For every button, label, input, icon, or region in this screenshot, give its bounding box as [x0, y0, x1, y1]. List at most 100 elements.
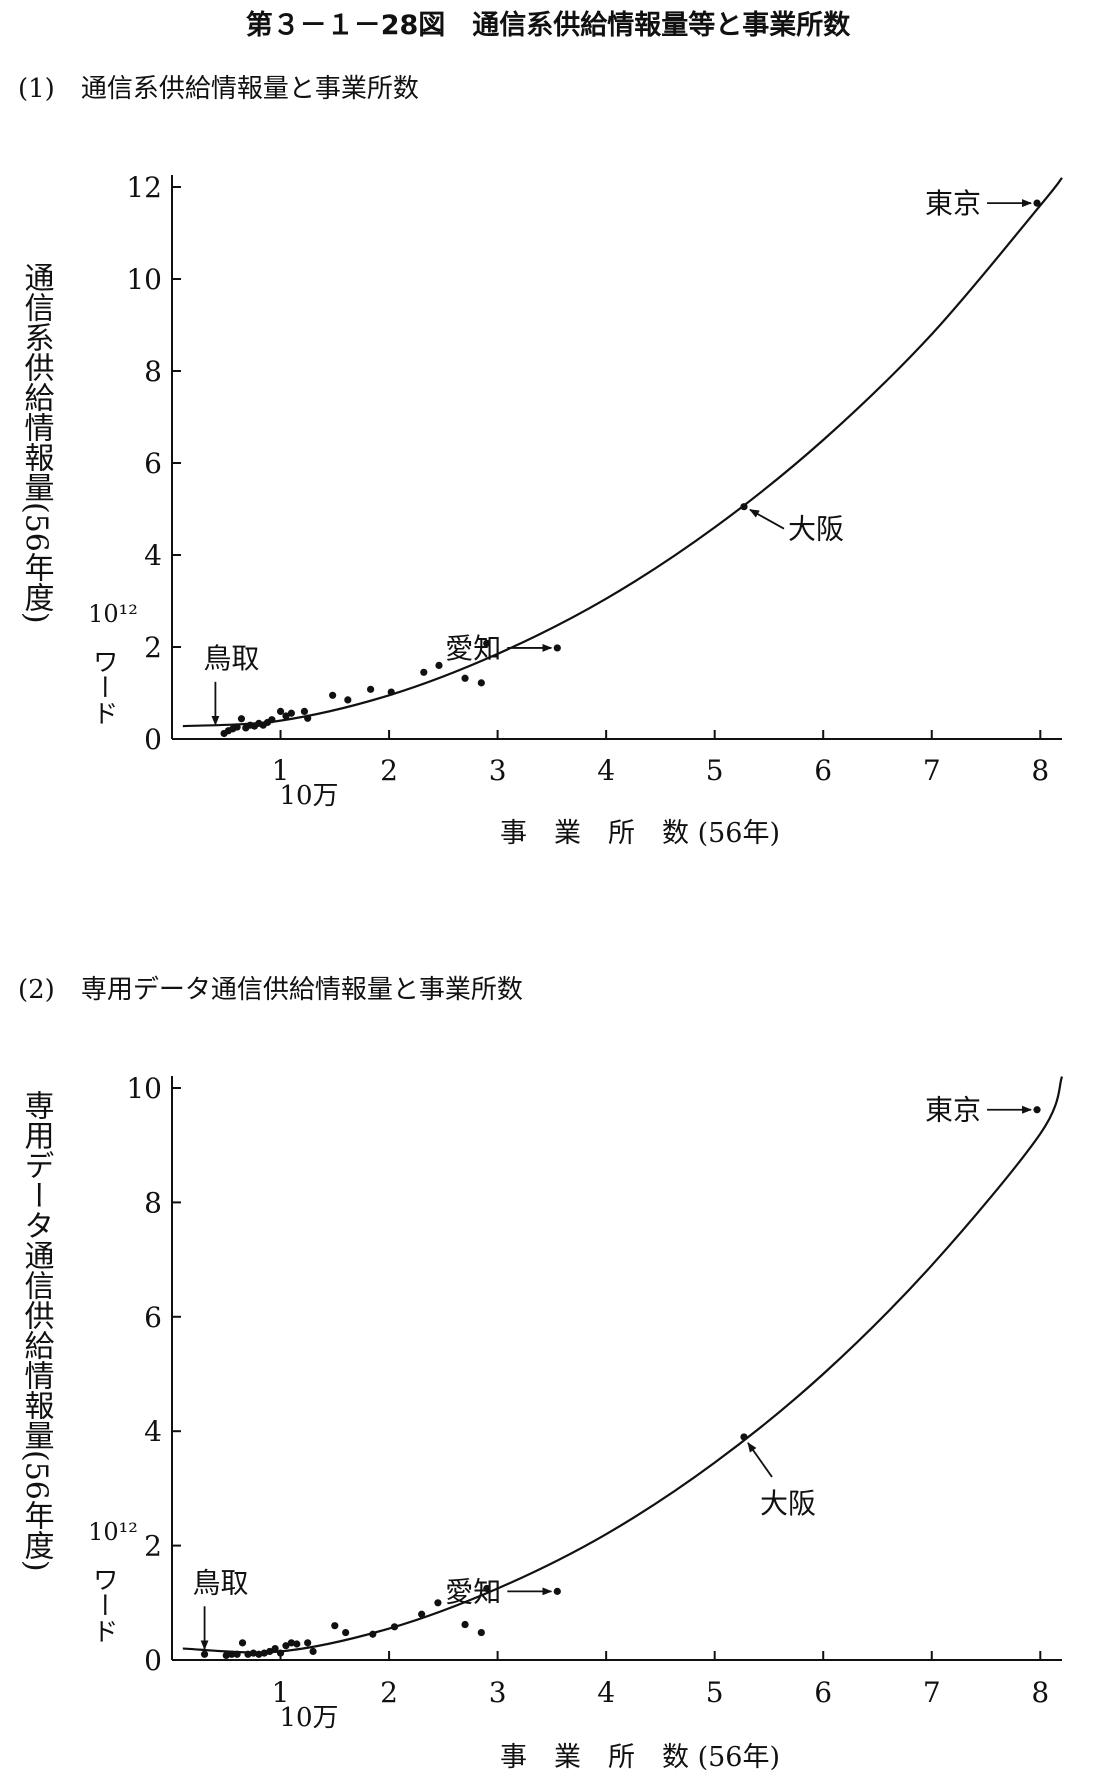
chart-subtitle: (1) 通信系供給情報量と事業所数 — [18, 74, 419, 104]
data-point — [420, 668, 428, 676]
annotation-label: 愛知 — [445, 1575, 501, 1608]
y-axis-unit-exponent: 10¹² — [88, 600, 138, 628]
data-point — [329, 691, 337, 699]
x-tick-label: 1 — [272, 1676, 290, 1709]
data-point — [287, 1639, 295, 1647]
y-tick-label: 10 — [126, 263, 162, 296]
x-tick-label: 4 — [597, 754, 615, 787]
data-point — [434, 1599, 442, 1607]
data-point — [367, 685, 375, 693]
annotation-label: 東京 — [925, 187, 981, 220]
x-tick-label: 3 — [489, 754, 507, 787]
chart-subtitle: (2) 専用データ通信供給情報量と事業所数 — [18, 975, 523, 1005]
data-point — [237, 715, 246, 723]
data-point — [238, 1639, 247, 1647]
data-points — [220, 199, 1041, 738]
y-tick-label: 8 — [144, 1186, 162, 1219]
tick-group: 1 2 3 4 5 6 7 8 0 2 4 6 8 10 — [126, 1072, 1049, 1709]
data-point — [260, 1649, 268, 1657]
y-axis-unit-label: ワード — [88, 1566, 118, 1644]
data-point — [369, 1630, 377, 1638]
annotation-arrow — [749, 508, 785, 530]
data-point — [553, 1587, 561, 1595]
data-point — [553, 644, 561, 652]
data-point — [461, 1620, 469, 1629]
y-axis-unit-exponent: 10¹² — [88, 1518, 138, 1546]
y-axis-label: 通信系供給情報量(56年度) — [19, 262, 55, 624]
data-point — [477, 679, 485, 687]
data-point — [483, 1584, 491, 1593]
data-point — [1033, 199, 1041, 207]
x-tick-label: 6 — [814, 754, 832, 787]
annotation-label: 愛知 — [445, 632, 501, 665]
data-point — [461, 674, 469, 682]
x-axis-unit: 10万 — [279, 1703, 338, 1733]
x-tick-label: 8 — [1031, 754, 1049, 787]
data-point — [233, 1650, 241, 1658]
y-tick-label: 10 — [126, 1072, 162, 1105]
x-tick-label: 3 — [489, 1676, 507, 1709]
annotation-label: 東京 — [925, 1094, 981, 1127]
data-point — [233, 723, 241, 731]
data-point — [249, 1649, 258, 1657]
chart-panel-2: (2) 専用データ通信供給情報量と事業所数 1 2 3 4 5 6 7 8 0 2 4 6 8 10 東京… — [18, 975, 1064, 1773]
x-tick-label: 7 — [923, 1676, 941, 1709]
y-tick-label: 2 — [144, 1530, 162, 1563]
data-point — [268, 716, 276, 724]
data-point — [282, 712, 290, 720]
fit-curve — [182, 1076, 1064, 1654]
y-tick-label: 6 — [144, 1301, 162, 1334]
x-axis-label: 事 業 所 数 (56年) — [500, 818, 780, 849]
data-point — [244, 1650, 252, 1658]
x-tick-label: 2 — [380, 754, 398, 787]
data-point — [387, 688, 395, 696]
data-point — [342, 1628, 350, 1637]
data-point — [477, 1628, 485, 1637]
data-point — [435, 661, 443, 670]
data-point — [266, 1647, 274, 1656]
x-tick-label: 5 — [706, 754, 724, 787]
y-tick-label: 8 — [144, 355, 162, 388]
annotation-arrow — [747, 1442, 773, 1478]
data-point — [300, 707, 309, 716]
x-tick-label: 6 — [814, 1676, 832, 1709]
data-point — [293, 1640, 301, 1648]
x-tick-label: 5 — [706, 1676, 724, 1709]
data-point — [309, 1647, 317, 1656]
annotation-label: 鳥取 — [203, 642, 259, 675]
data-point — [1033, 1106, 1041, 1114]
data-point — [276, 707, 285, 716]
x-tick-label: 2 — [380, 1676, 398, 1709]
y-tick-label: 2 — [144, 631, 162, 664]
x-tick-label: 4 — [597, 1676, 615, 1709]
x-tick-label: 8 — [1031, 1676, 1049, 1709]
annotation-label: 鳥取 — [193, 1566, 249, 1599]
figure-title: 第３－１－28図 通信系供給情報量等と事業所数 — [246, 9, 852, 41]
data-point — [304, 1639, 312, 1647]
y-tick-label: 4 — [144, 1415, 162, 1448]
data-point — [740, 503, 748, 511]
data-point — [740, 1433, 748, 1441]
data-points — [200, 1106, 1041, 1660]
data-point — [483, 639, 491, 647]
data-point — [282, 1642, 290, 1650]
data-point — [255, 1650, 263, 1658]
data-point — [304, 714, 312, 722]
annotation-label: 大阪 — [760, 1487, 816, 1520]
data-point — [276, 1649, 285, 1657]
data-point — [344, 696, 352, 704]
data-point — [228, 1650, 236, 1658]
y-axis-unit-label: ワード — [88, 648, 118, 726]
y-tick-label: 6 — [144, 447, 162, 480]
data-point — [200, 1650, 209, 1658]
fit-curve — [182, 177, 1063, 728]
y-tick-label: 0 — [144, 723, 162, 756]
x-axis-unit: 10万 — [279, 781, 338, 811]
y-tick-label: 0 — [144, 1644, 162, 1677]
data-point — [222, 1651, 230, 1660]
y-tick-label: 4 — [144, 539, 162, 572]
